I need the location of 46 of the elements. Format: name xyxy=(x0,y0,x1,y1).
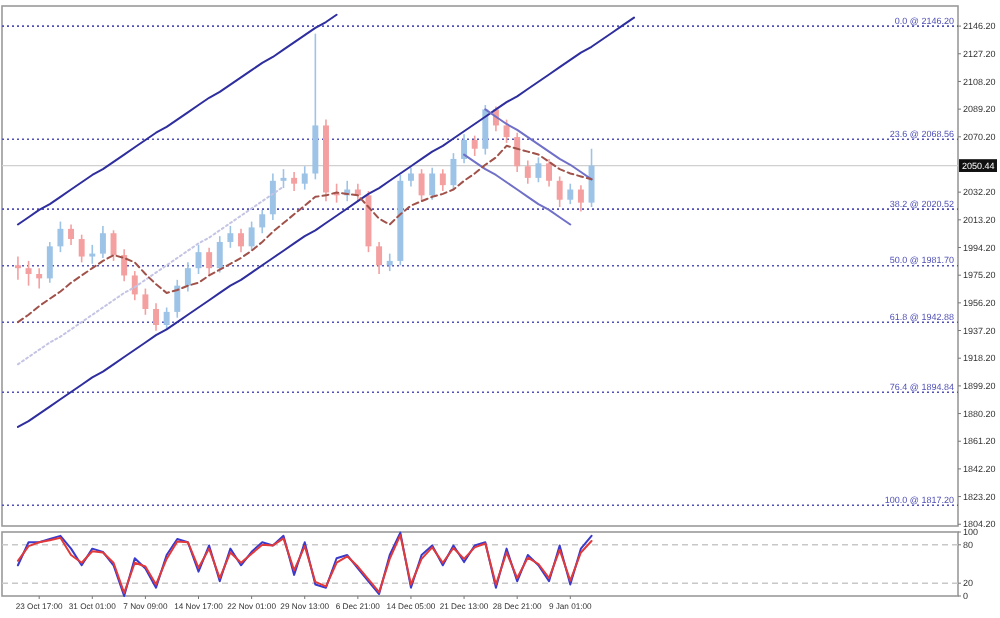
candlestick xyxy=(174,279,181,319)
candlestick xyxy=(471,134,478,157)
candlestick xyxy=(68,223,75,246)
candlestick xyxy=(153,302,159,332)
candlestick xyxy=(567,182,574,205)
candlestick xyxy=(259,209,266,235)
candlestick xyxy=(461,133,468,165)
candlestick xyxy=(227,225,234,249)
candlestick xyxy=(163,306,170,331)
line-series xyxy=(16,13,338,226)
candlestick xyxy=(386,252,393,272)
candlestick xyxy=(546,158,553,188)
candlestick xyxy=(131,270,138,302)
candlestick xyxy=(206,246,213,277)
candlestick xyxy=(524,159,531,185)
candlestick xyxy=(535,156,542,184)
candlestick xyxy=(36,267,43,290)
candlestick xyxy=(46,241,53,284)
candlestick xyxy=(99,225,106,259)
candlestick xyxy=(407,166,414,188)
candlestick xyxy=(503,118,510,144)
candlestick xyxy=(248,220,255,252)
candlestick xyxy=(184,261,191,293)
candlestick xyxy=(429,166,436,201)
candlestick xyxy=(376,241,383,275)
candlestick xyxy=(418,168,425,202)
candlestick xyxy=(556,175,563,208)
candlestick xyxy=(57,220,64,253)
candlestick xyxy=(216,235,223,274)
candlestick xyxy=(89,244,96,265)
candlestick xyxy=(238,228,244,253)
candlestick xyxy=(439,168,446,192)
candlestick xyxy=(588,147,595,208)
candlestick xyxy=(450,152,457,191)
candlestick xyxy=(577,184,584,213)
candlestick xyxy=(301,165,308,191)
candlestick xyxy=(291,171,298,192)
candlestick xyxy=(514,131,521,173)
candlestick xyxy=(142,287,149,316)
candlestick xyxy=(269,172,276,221)
candlestick xyxy=(14,255,21,281)
candlestick xyxy=(25,260,32,287)
candlestick xyxy=(121,248,128,283)
line-series xyxy=(16,16,636,428)
candlestick xyxy=(78,233,85,264)
candlestick xyxy=(110,229,117,262)
